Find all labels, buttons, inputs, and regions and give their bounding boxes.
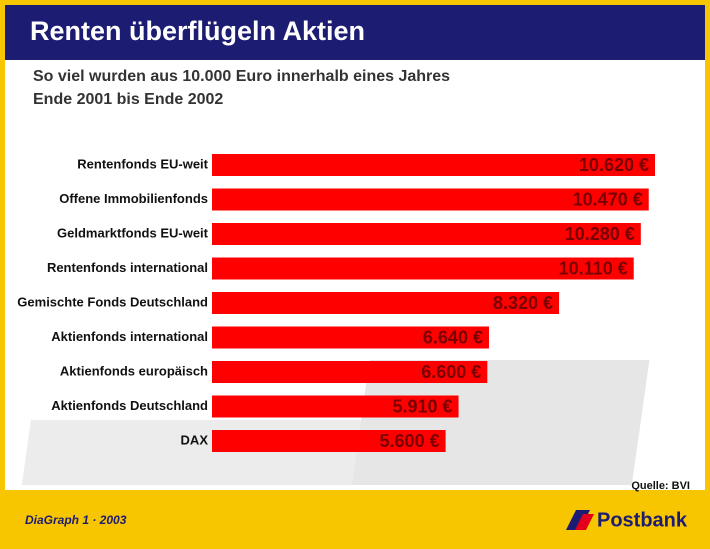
title-band	[5, 5, 705, 60]
value-label: 10.280 €	[565, 224, 635, 244]
category-label: Gemischte Fonds Deutschland	[17, 294, 208, 309]
category-label: Rentenfonds international	[47, 260, 208, 275]
bar	[212, 257, 634, 280]
value-label: 10.110 €	[559, 258, 628, 278]
category-label: DAX	[181, 432, 209, 447]
category-label: Geldmarktfonds EU-weit	[57, 225, 209, 240]
bar	[212, 154, 655, 176]
value-label: 6.600 €	[421, 362, 481, 382]
value-label: 10.620 €	[579, 155, 649, 175]
subtitle: Ende 2001 bis Ende 2002	[33, 91, 223, 108]
value-label: 6.640 €	[423, 327, 483, 347]
category-label: Aktienfonds europäisch	[60, 363, 208, 378]
footer: DiaGraph 1 · 2003	[25, 513, 127, 527]
subtitle: So viel wurden aus 10.000 Euro innerhalb…	[33, 68, 450, 85]
value-label: 8.320 €	[493, 293, 553, 313]
bar	[212, 361, 488, 383]
bar	[212, 292, 560, 314]
bar	[212, 326, 489, 349]
category-label: Offene Immobilienfonds	[59, 191, 208, 206]
value-label: 10.470 €	[573, 189, 643, 209]
bar	[212, 223, 641, 245]
category-label: Aktienfonds international	[51, 329, 208, 344]
chart-title: Renten überflügeln Aktien	[30, 16, 365, 46]
brand: Postbank	[597, 509, 688, 531]
value-label: 5.910 €	[392, 396, 452, 416]
postbank-logo	[566, 510, 594, 530]
source: Quelle: BVI	[631, 480, 690, 492]
bar	[212, 188, 649, 211]
bar	[212, 430, 446, 452]
category-label: Aktienfonds Deutschland	[51, 398, 208, 413]
category-label: Rentenfonds EU-weit	[77, 156, 208, 171]
value-label: 5.600 €	[380, 431, 440, 451]
bar	[212, 395, 459, 418]
